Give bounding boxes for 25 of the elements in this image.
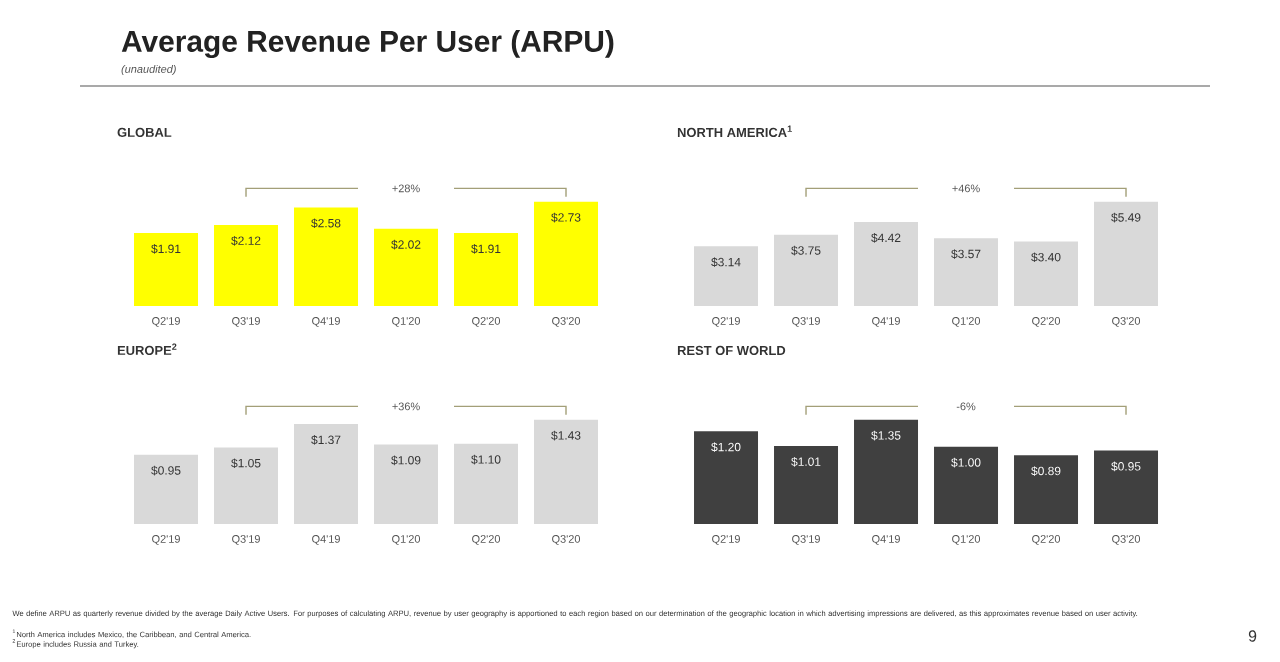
bar (1014, 455, 1079, 524)
bar (534, 419, 599, 524)
bar (134, 454, 199, 524)
bar (134, 232, 199, 306)
bar (294, 424, 359, 524)
bar (214, 224, 279, 306)
bar (694, 246, 759, 306)
bar (454, 443, 519, 524)
bar (294, 207, 359, 306)
text: Average Revenue Per User (ARPU) (121, 30, 614, 58)
bar (774, 445, 839, 524)
bar (854, 419, 919, 524)
bar (374, 228, 439, 306)
bar (1094, 201, 1159, 306)
bar (534, 201, 599, 306)
bar (454, 232, 519, 306)
bar (1014, 241, 1079, 306)
bar (774, 234, 839, 306)
bar (374, 444, 439, 524)
bar (854, 221, 919, 306)
bar (1094, 450, 1159, 524)
bar (694, 431, 759, 524)
bar (934, 446, 999, 524)
bar (934, 238, 999, 306)
bar (214, 447, 279, 524)
